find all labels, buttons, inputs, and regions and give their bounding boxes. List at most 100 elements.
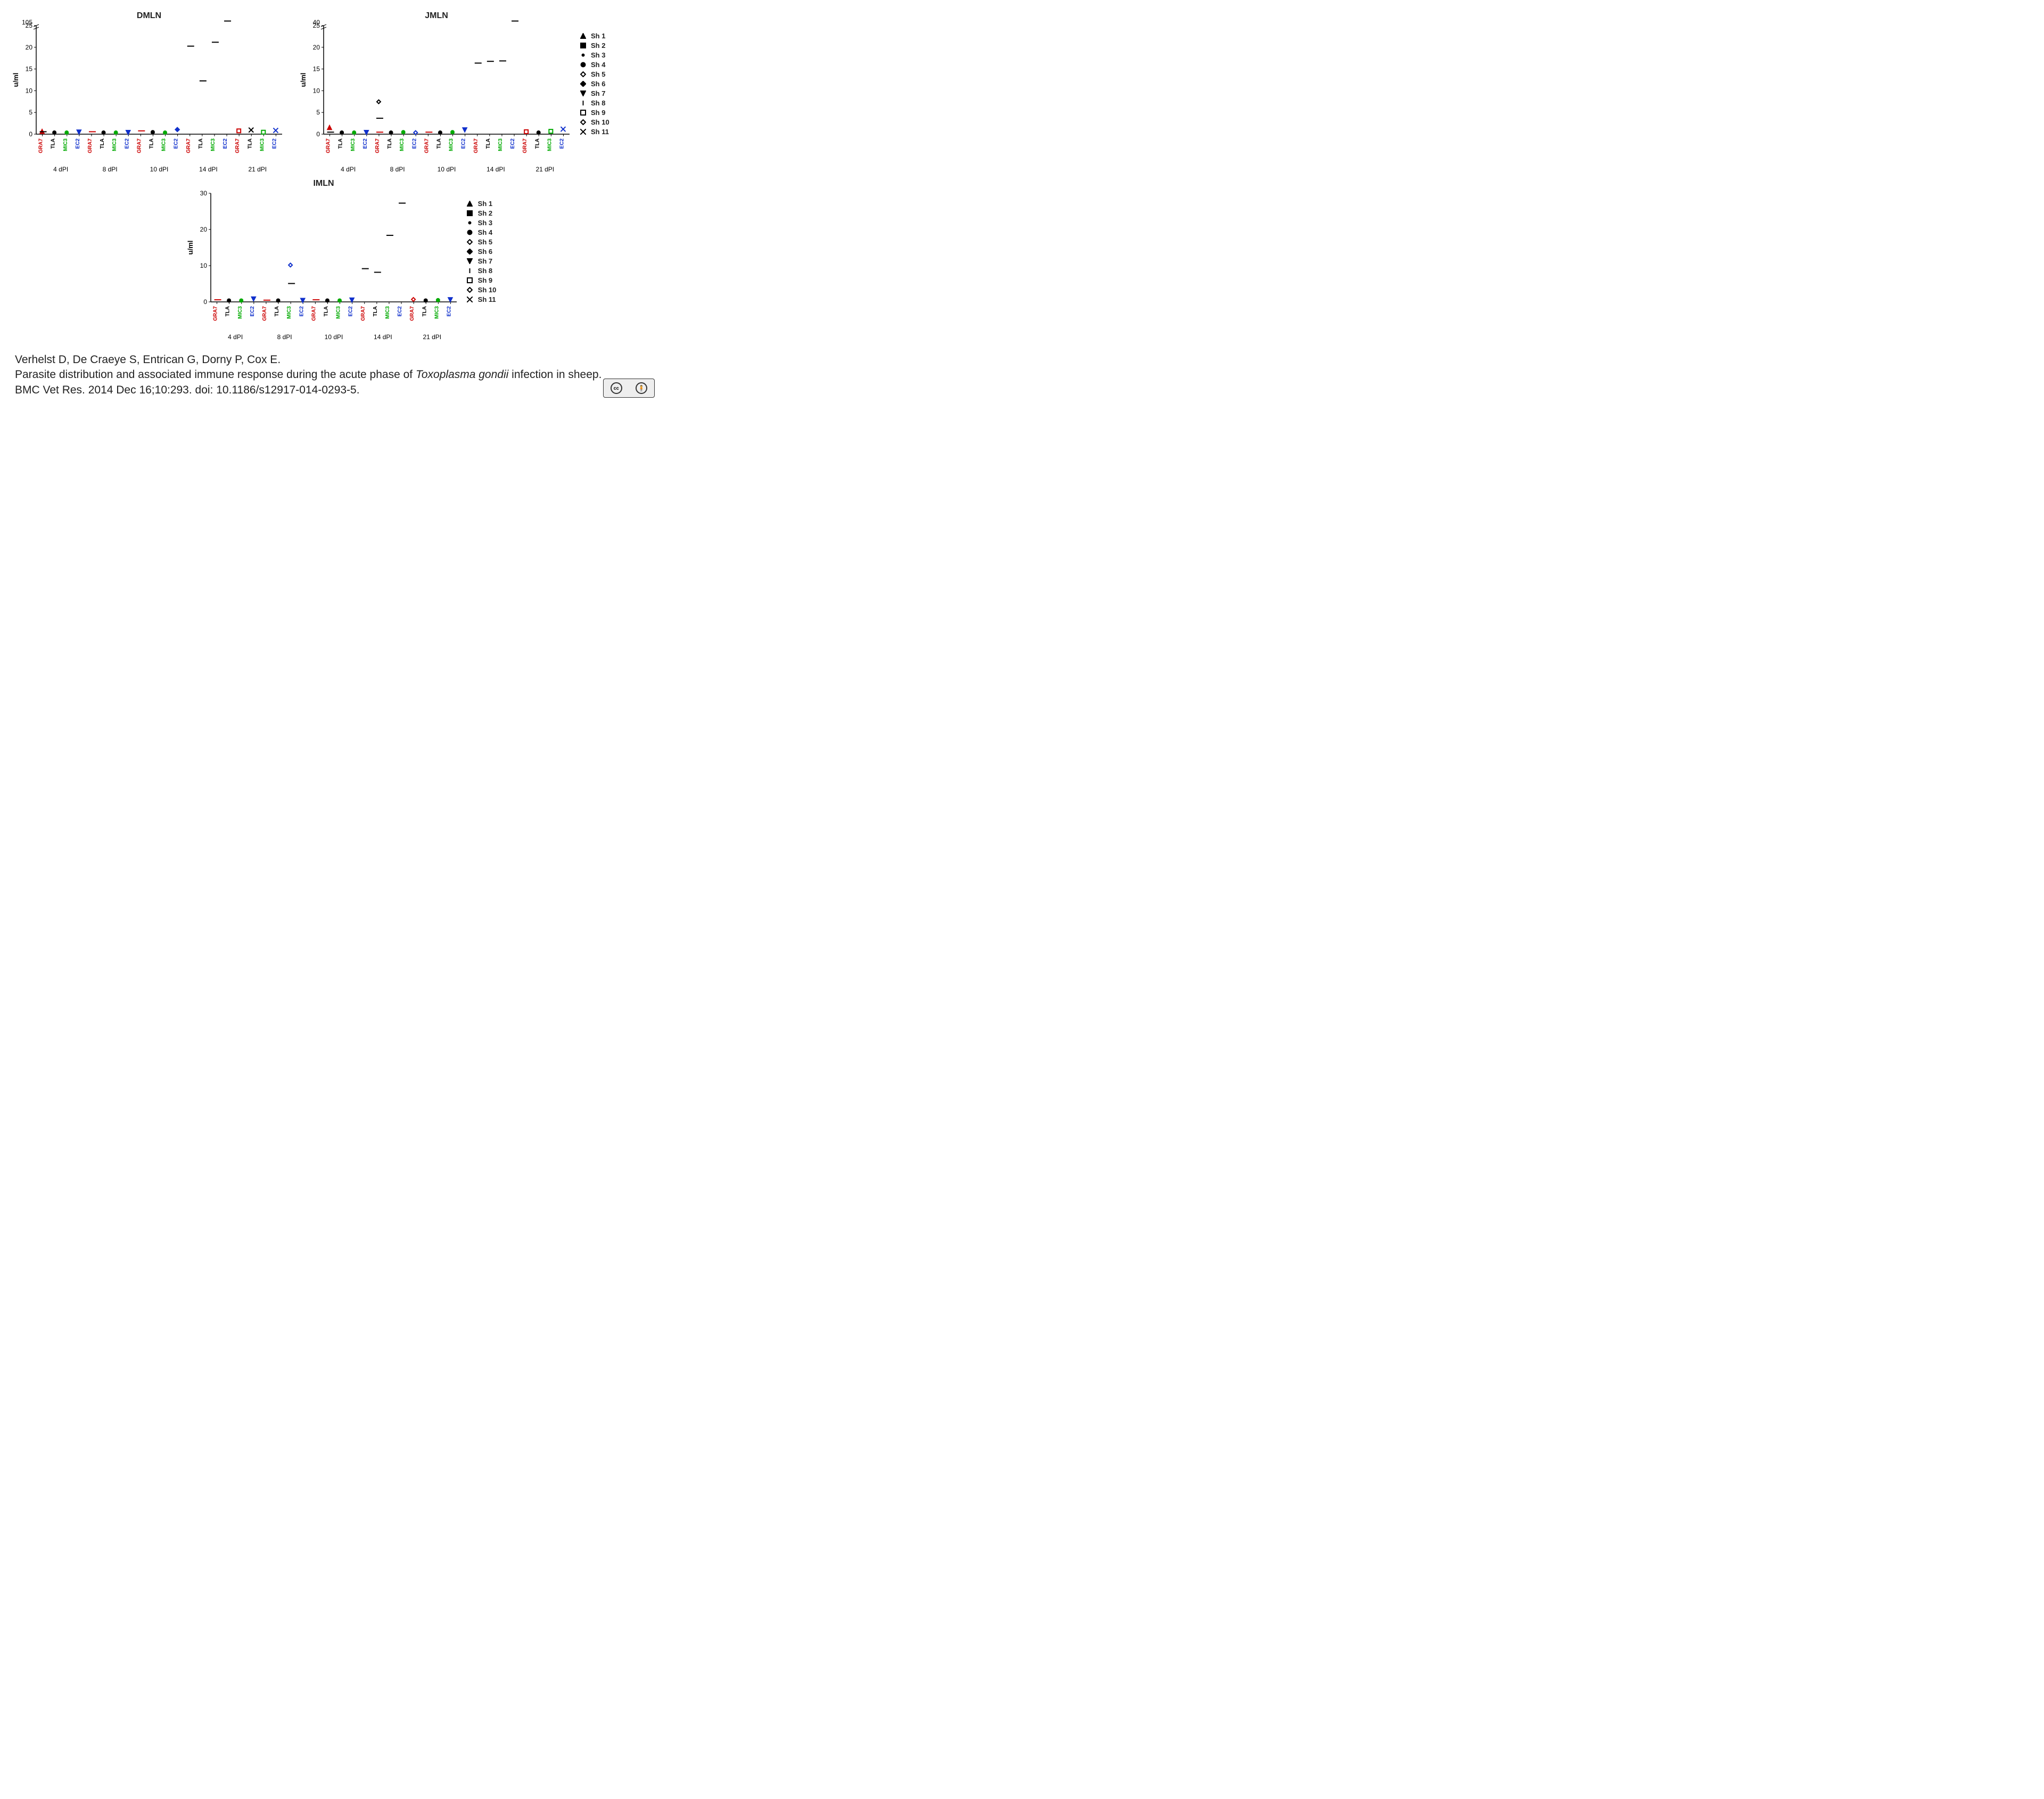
- svg-text:21 dPI: 21 dPI: [423, 333, 441, 341]
- svg-text:GRA7: GRA7: [424, 138, 430, 153]
- svg-text:MIC3: MIC3: [385, 306, 391, 319]
- legend-item: Sh 7: [579, 89, 609, 97]
- svg-text:EC2: EC2: [250, 306, 256, 317]
- svg-text:GRA7: GRA7: [326, 138, 332, 153]
- svg-text:GRA7: GRA7: [409, 306, 415, 321]
- legend-marker-icon: [466, 277, 474, 284]
- legend-marker-icon: [466, 286, 474, 294]
- legend-label: Sh 4: [478, 228, 492, 236]
- legend-marker-icon: [466, 200, 474, 208]
- legend-item: Sh 11: [579, 128, 609, 136]
- legend-marker-icon: [579, 90, 587, 97]
- svg-text:14 dPI: 14 dPI: [199, 166, 218, 173]
- svg-text:EC2: EC2: [299, 306, 304, 317]
- legend-marker-icon: [579, 42, 587, 50]
- svg-text:MIC3: MIC3: [434, 306, 440, 319]
- legend-marker-icon: [579, 61, 587, 69]
- legend-label: Sh 6: [478, 248, 492, 256]
- svg-text:10: 10: [200, 262, 207, 269]
- svg-text:TLA: TLA: [274, 306, 280, 316]
- svg-text:GRA7: GRA7: [375, 138, 381, 153]
- legend: Sh 1Sh 2Sh 3Sh 4Sh 5Sh 6Sh 7Sh 8Sh 9Sh 1…: [575, 11, 609, 136]
- svg-text:8 dPI: 8 dPI: [103, 166, 118, 173]
- legend-label: Sh 4: [591, 61, 605, 69]
- svg-text:TLA: TLA: [436, 138, 442, 149]
- legend-label: Sh 6: [591, 80, 605, 88]
- svg-text:EC2: EC2: [559, 138, 565, 149]
- bottom-row: IMLN0102030u/mlGRA7TLAMIC3EC24 dPIGRA7TL…: [11, 178, 671, 346]
- legend-label: Sh 5: [478, 238, 492, 246]
- legend-item: Sh 5: [466, 238, 497, 246]
- svg-text:20: 20: [200, 226, 207, 233]
- legend-item: Sh 5: [579, 70, 609, 78]
- legend-marker-icon: [579, 32, 587, 40]
- by-icon: 🧍: [636, 382, 647, 394]
- svg-text:30: 30: [200, 190, 207, 197]
- svg-text:5: 5: [29, 109, 32, 116]
- legend-label: Sh 11: [478, 295, 496, 303]
- svg-text:EC2: EC2: [75, 138, 81, 149]
- svg-text:5: 5: [316, 109, 320, 116]
- legend-marker-icon: [466, 219, 474, 227]
- svg-text:10: 10: [313, 87, 320, 94]
- legend-marker-icon: [579, 52, 587, 59]
- svg-text:GRA7: GRA7: [473, 138, 479, 153]
- svg-text:MIC3: MIC3: [286, 306, 292, 319]
- svg-text:GRA7: GRA7: [311, 306, 317, 321]
- svg-text:MIC3: MIC3: [449, 138, 455, 151]
- svg-text:15: 15: [26, 65, 33, 73]
- legend-marker-icon: [466, 239, 474, 246]
- svg-text:10: 10: [26, 87, 33, 94]
- svg-text:MIC3: MIC3: [399, 138, 405, 151]
- svg-text:EC2: EC2: [397, 306, 403, 317]
- svg-text:14 dPI: 14 dPI: [374, 333, 392, 341]
- legend-marker-icon: [466, 267, 474, 275]
- legend-item: Sh 6: [579, 80, 609, 88]
- svg-text:10 dPI: 10 dPI: [324, 333, 343, 341]
- svg-text:GRA7: GRA7: [360, 306, 366, 321]
- svg-text:GRA7: GRA7: [87, 138, 93, 153]
- legend-item: Sh 3: [466, 219, 497, 227]
- legend-item: Sh 9: [579, 109, 609, 117]
- svg-text:21 dPI: 21 dPI: [248, 166, 267, 173]
- legend-label: Sh 8: [478, 267, 492, 275]
- legend-item: Sh 2: [466, 209, 497, 217]
- chart-svg: DMLN0510152025105u/mlGRA7TLAMIC3EC24 dPI…: [11, 11, 287, 176]
- svg-text:8 dPI: 8 dPI: [277, 333, 292, 341]
- svg-text:TLA: TLA: [51, 138, 56, 149]
- legend-label: Sh 3: [591, 51, 605, 59]
- legend-label: Sh 8: [591, 99, 605, 107]
- svg-text:TLA: TLA: [247, 138, 253, 149]
- legend-label: Sh 1: [478, 200, 492, 208]
- legend-item: Sh 1: [466, 200, 497, 208]
- legend-label: Sh 9: [591, 109, 605, 117]
- svg-text:105: 105: [22, 19, 32, 26]
- svg-text:u/ml: u/ml: [12, 73, 20, 87]
- cc-license-badge: cc 🧍: [603, 379, 655, 398]
- svg-text:8 dPI: 8 dPI: [390, 166, 405, 173]
- svg-text:4 dPI: 4 dPI: [228, 333, 243, 341]
- legend-label: Sh 3: [478, 219, 492, 227]
- svg-text:EC2: EC2: [446, 306, 452, 317]
- svg-text:MIC3: MIC3: [335, 306, 341, 319]
- citation-authors: Verhelst D, De Craeye S, Entrican G, Dor…: [15, 352, 622, 367]
- svg-text:TLA: TLA: [100, 138, 105, 149]
- legend-item: Sh 3: [579, 51, 609, 59]
- legend-label: Sh 2: [478, 209, 492, 217]
- svg-text:0: 0: [29, 130, 32, 138]
- citation-journal: BMC Vet Res. 2014 Dec 16;10:293. doi: 10…: [15, 383, 622, 398]
- legend-marker-icon: [579, 119, 587, 126]
- legend: Sh 1Sh 2Sh 3Sh 4Sh 5Sh 6Sh 7Sh 8Sh 9Sh 1…: [462, 178, 497, 303]
- legend-marker-icon: [466, 210, 474, 217]
- svg-text:TLA: TLA: [422, 306, 427, 316]
- svg-text:MIC3: MIC3: [161, 138, 167, 151]
- legend-marker-icon: [579, 109, 587, 117]
- svg-text:GRA7: GRA7: [262, 306, 268, 321]
- legend-item: Sh 1: [579, 32, 609, 40]
- svg-text:EC2: EC2: [411, 138, 417, 149]
- legend-marker-icon: [579, 100, 587, 107]
- legend-label: Sh 10: [478, 286, 497, 294]
- top-row: DMLN0510152025105u/mlGRA7TLAMIC3EC24 dPI…: [11, 11, 671, 178]
- legend-marker-icon: [579, 128, 587, 136]
- svg-text:0: 0: [203, 298, 207, 306]
